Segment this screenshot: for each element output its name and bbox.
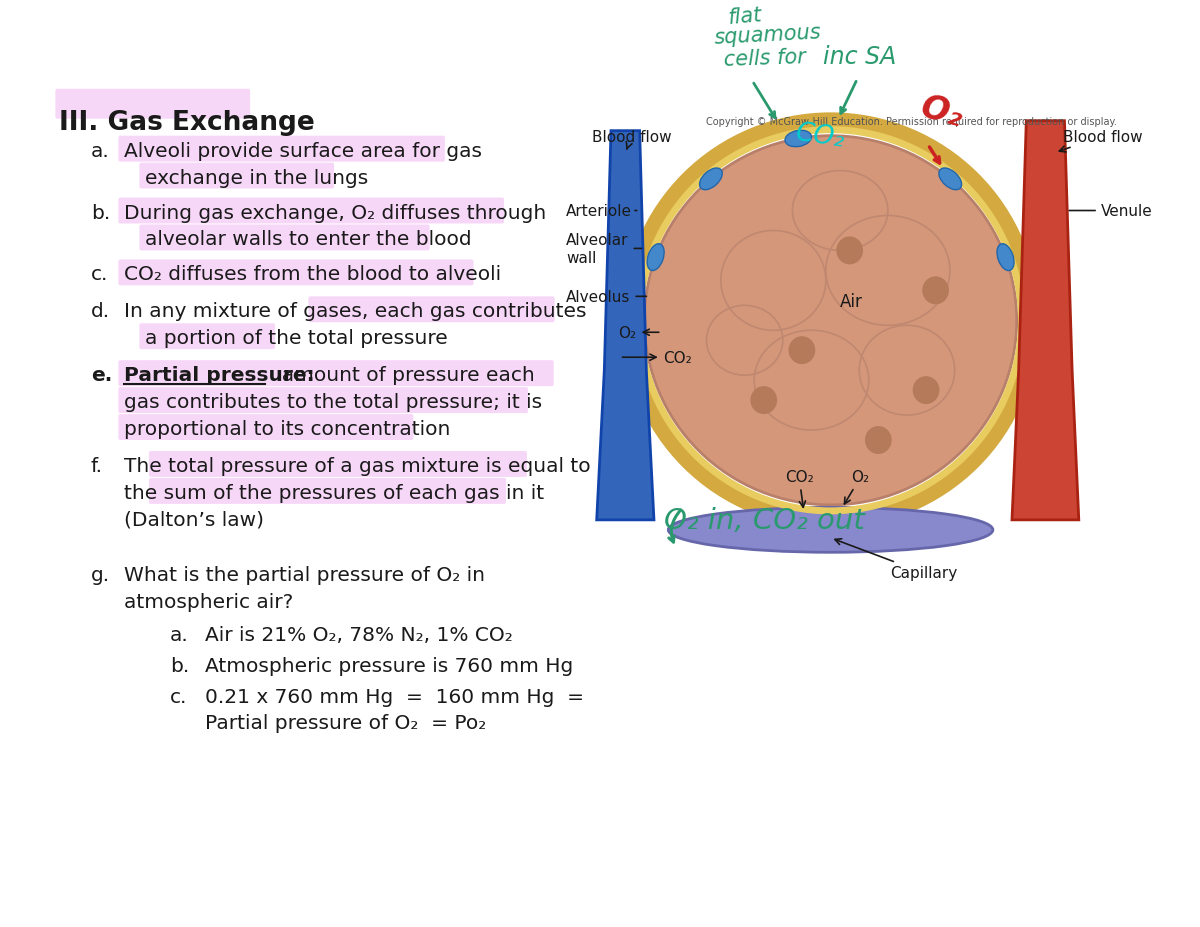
Text: O₂ in, CO₂ out: O₂ in, CO₂ out — [664, 506, 864, 534]
Text: inc SA: inc SA — [823, 44, 896, 69]
Text: Partial pressure of O₂  = Po₂: Partial pressure of O₂ = Po₂ — [205, 714, 486, 732]
Text: c.: c. — [91, 265, 108, 284]
Ellipse shape — [785, 131, 811, 147]
Text: Venule: Venule — [1069, 204, 1152, 219]
Text: e.: e. — [91, 366, 112, 385]
Text: Blood flow: Blood flow — [1060, 130, 1142, 153]
Text: f.: f. — [91, 456, 103, 476]
Text: Capillary: Capillary — [835, 540, 958, 580]
Text: a portion of the total pressure: a portion of the total pressure — [145, 329, 448, 348]
Text: Atmospheric pressure is 760 mm Hg: Atmospheric pressure is 760 mm Hg — [205, 656, 574, 675]
Text: amount of pressure each: amount of pressure each — [269, 366, 535, 385]
Text: O₂: O₂ — [618, 325, 659, 340]
Text: Arteriole: Arteriole — [566, 204, 637, 219]
FancyBboxPatch shape — [119, 260, 474, 286]
Circle shape — [750, 387, 778, 414]
Circle shape — [923, 277, 949, 305]
Text: III. Gas Exchange: III. Gas Exchange — [59, 109, 314, 135]
Text: Copyright © McGraw-Hill Education. Permission required for reproduction or displ: Copyright © McGraw-Hill Education. Permi… — [707, 117, 1117, 127]
FancyBboxPatch shape — [119, 387, 528, 413]
Text: Alveoli provide surface area for gas: Alveoli provide surface area for gas — [124, 142, 482, 160]
Circle shape — [788, 337, 815, 365]
Text: CO₂: CO₂ — [794, 120, 847, 152]
Text: proportional to its concentration: proportional to its concentration — [124, 420, 450, 438]
Text: In any mixture of gases, each gas contributes: In any mixture of gases, each gas contri… — [124, 302, 587, 321]
FancyBboxPatch shape — [119, 198, 504, 224]
Text: O₂: O₂ — [845, 470, 870, 504]
Text: O₂: O₂ — [917, 91, 966, 133]
Text: cells for: cells for — [724, 47, 806, 70]
Text: CO₂: CO₂ — [785, 470, 814, 508]
Text: The total pressure of a gas mixture is equal to: The total pressure of a gas mixture is e… — [124, 456, 590, 476]
FancyBboxPatch shape — [55, 90, 250, 120]
Text: a.: a. — [91, 142, 109, 160]
Circle shape — [836, 237, 863, 265]
Ellipse shape — [938, 169, 961, 191]
Text: b.: b. — [170, 656, 190, 675]
Text: squamous: squamous — [714, 22, 822, 48]
Text: Air is 21% O₂, 78% N₂, 1% CO₂: Air is 21% O₂, 78% N₂, 1% CO₂ — [205, 625, 514, 644]
Text: During gas exchange, O₂ diffuses through: During gas exchange, O₂ diffuses through — [124, 203, 546, 222]
Text: 0.21 x 760 mm Hg  =  160 mm Hg  =: 0.21 x 760 mm Hg = 160 mm Hg = — [205, 687, 584, 705]
Text: CO₂ diffuses from the blood to alveoli: CO₂ diffuses from the blood to alveoli — [124, 265, 502, 284]
Text: Alveolus: Alveolus — [566, 289, 647, 304]
Text: alveolar walls to enter the blood: alveolar walls to enter the blood — [145, 230, 472, 249]
FancyBboxPatch shape — [149, 478, 506, 504]
Text: g.: g. — [91, 565, 110, 584]
FancyBboxPatch shape — [119, 361, 553, 387]
FancyBboxPatch shape — [119, 136, 445, 162]
Ellipse shape — [668, 508, 992, 552]
Ellipse shape — [647, 245, 664, 272]
Polygon shape — [1012, 121, 1079, 520]
Text: the sum of the pressures of each gas in it: the sum of the pressures of each gas in … — [124, 483, 545, 502]
Text: CO₂: CO₂ — [623, 350, 692, 365]
Text: gas contributes to the total pressure; it is: gas contributes to the total pressure; i… — [124, 393, 542, 412]
Text: Alveolar
wall: Alveolar wall — [566, 233, 642, 265]
FancyBboxPatch shape — [139, 225, 430, 251]
FancyBboxPatch shape — [149, 451, 527, 477]
Circle shape — [865, 426, 892, 454]
FancyBboxPatch shape — [139, 163, 334, 189]
Text: flat: flat — [727, 5, 763, 28]
Text: exchange in the lungs: exchange in the lungs — [145, 169, 368, 187]
Ellipse shape — [700, 169, 722, 191]
Ellipse shape — [997, 245, 1014, 272]
Circle shape — [913, 376, 940, 405]
Text: c.: c. — [170, 687, 187, 705]
Text: atmospheric air?: atmospheric air? — [124, 592, 293, 611]
Text: b.: b. — [91, 203, 110, 222]
Ellipse shape — [644, 136, 1016, 505]
Text: What is the partial pressure of O₂ in: What is the partial pressure of O₂ in — [124, 565, 485, 584]
Text: Partial pressure:: Partial pressure: — [124, 366, 314, 385]
Text: (Dalton’s law): (Dalton’s law) — [124, 511, 264, 529]
Text: d.: d. — [91, 302, 110, 321]
Text: Blood flow: Blood flow — [592, 130, 672, 150]
Text: Air: Air — [840, 293, 863, 311]
Text: a.: a. — [170, 625, 188, 644]
FancyBboxPatch shape — [308, 297, 554, 323]
FancyBboxPatch shape — [139, 324, 275, 349]
FancyBboxPatch shape — [119, 414, 413, 440]
Polygon shape — [596, 132, 654, 520]
